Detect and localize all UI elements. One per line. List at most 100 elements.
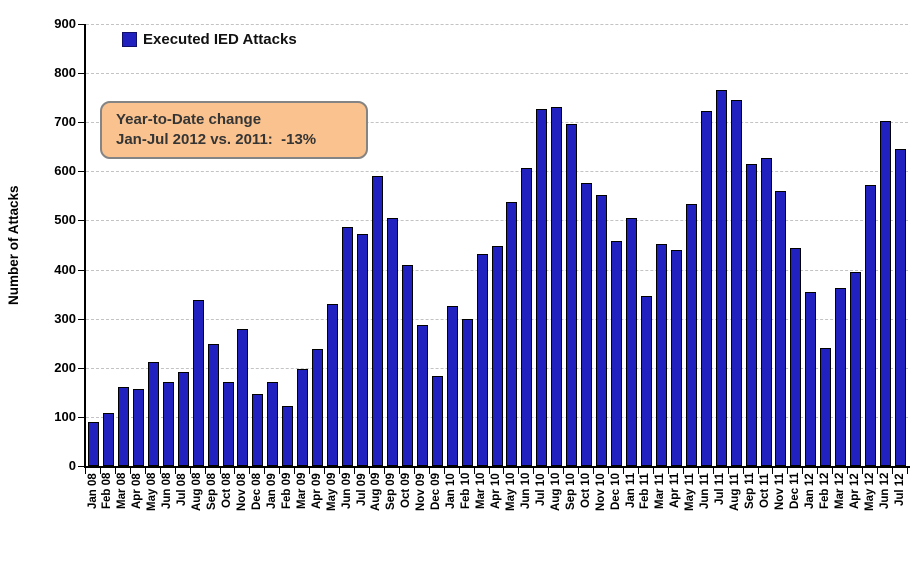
x-label-Apr-12: Apr 12 [848, 473, 861, 509]
bar-Feb-08 [102, 413, 114, 466]
gridline-900 [86, 24, 908, 25]
bar-Feb-09 [282, 405, 294, 466]
x-label-Sep-11: Sep 11 [744, 473, 757, 510]
y-axis-line [84, 24, 86, 468]
bar-Sep-10 [566, 124, 578, 466]
x-tick [488, 468, 490, 474]
x-tick [667, 468, 669, 474]
x-label-May-09: May 09 [325, 473, 338, 512]
x-tick [249, 468, 251, 474]
y-tick-label-100: 100 [54, 408, 76, 424]
y-tick-label-600: 600 [54, 163, 76, 179]
x-tick [114, 468, 116, 474]
bar-Jul-08 [177, 371, 189, 466]
gridline-700 [86, 122, 908, 124]
bar-Oct-09 [401, 264, 413, 466]
x-tick [578, 468, 580, 474]
bar-Jul-10 [536, 109, 548, 466]
x-tick [234, 468, 236, 474]
bar-Jan-12 [805, 292, 817, 466]
x-tick [712, 468, 714, 474]
x-tick [99, 468, 101, 474]
x-tick [189, 468, 191, 474]
bar-Apr-09 [312, 348, 324, 466]
x-label-Apr-11: Apr 11 [669, 473, 682, 509]
x-label-Aug-11: Aug 11 [729, 473, 742, 511]
x-tick [817, 468, 819, 474]
bar-May-11 [685, 204, 697, 466]
gridline-800 [86, 73, 908, 75]
x-label-Mar-11: Mar 11 [654, 473, 667, 509]
x-tick [174, 468, 176, 474]
x-label-Jan-10: Jan 10 [445, 473, 458, 509]
x-tick [413, 468, 415, 474]
x-label-Dec-11: Dec 11 [788, 473, 801, 510]
x-tick [279, 468, 281, 474]
x-label-Mar-08: Mar 08 [116, 473, 129, 510]
x-tick [443, 468, 445, 474]
bar-Sep-11 [745, 163, 757, 466]
x-label-May-12: May 12 [863, 473, 876, 512]
x-label-Dec-08: Dec 08 [250, 473, 263, 511]
x-tick [129, 468, 131, 474]
bar-Mar-08 [117, 387, 129, 466]
x-tick [727, 468, 729, 474]
y-tick-700 [78, 122, 84, 124]
x-tick [354, 468, 356, 474]
bar-Dec-10 [611, 241, 623, 466]
x-tick [637, 468, 639, 474]
x-tick [548, 468, 550, 474]
bar-Jun-10 [521, 168, 533, 466]
x-tick [802, 468, 804, 474]
bar-Jun-09 [342, 226, 354, 466]
x-tick [368, 468, 370, 474]
bar-Jul-09 [357, 233, 369, 466]
y-tick-800 [78, 73, 84, 75]
bar-Feb-10 [461, 318, 473, 466]
bar-Dec-11 [790, 248, 802, 466]
y-tick-300 [78, 318, 84, 320]
x-tick [832, 468, 834, 474]
legend-swatch-icon [122, 32, 137, 47]
x-label-Jun-12: Jun 12 [878, 473, 891, 510]
x-label-Jan-08: Jan 08 [86, 473, 99, 509]
x-label-Dec-09: Dec 09 [430, 473, 443, 511]
x-tick [219, 468, 221, 474]
x-label-Jul-12: Jul 12 [893, 473, 906, 506]
x-tick [757, 468, 759, 474]
x-label-Dec-10: Dec 10 [609, 473, 622, 511]
bar-Apr-12 [850, 272, 862, 466]
x-label-Oct-11: Oct 11 [759, 473, 772, 508]
x-label-Sep-09: Sep 09 [385, 473, 398, 511]
x-tick [339, 468, 341, 474]
x-tick [847, 468, 849, 474]
bar-May-08 [147, 362, 159, 466]
x-label-Feb-09: Feb 09 [280, 473, 293, 510]
x-axis-line [84, 466, 910, 468]
y-tick-label-800: 800 [54, 65, 76, 81]
x-label-Jul-10: Jul 10 [534, 473, 547, 506]
bar-Jun-11 [700, 111, 712, 466]
x-tick [862, 468, 864, 474]
x-label-Apr-09: Apr 09 [310, 473, 323, 509]
x-label-Feb-08: Feb 08 [101, 473, 114, 510]
bar-Feb-11 [640, 295, 652, 466]
x-tick [907, 468, 908, 474]
x-label-Nov-10: Nov 10 [594, 473, 607, 511]
x-tick [458, 468, 460, 474]
x-label-Aug-10: Aug 10 [549, 473, 562, 512]
bar-Nov-09 [416, 324, 428, 466]
y-tick-0 [78, 466, 84, 467]
x-tick [264, 468, 266, 474]
y-tick-label-200: 200 [54, 359, 76, 375]
bar-Nov-08 [237, 329, 249, 466]
x-tick [593, 468, 595, 474]
bar-Oct-10 [581, 182, 593, 466]
x-label-Jun-09: Jun 09 [340, 473, 353, 510]
bar-May-09 [327, 303, 339, 466]
bar-Jan-08 [88, 421, 99, 466]
y-tick-label-400: 400 [54, 261, 76, 277]
x-label-Oct-08: Oct 08 [221, 473, 233, 509]
x-label-Apr-10: Apr 10 [490, 473, 503, 509]
x-label-Jun-10: Jun 10 [519, 473, 532, 510]
